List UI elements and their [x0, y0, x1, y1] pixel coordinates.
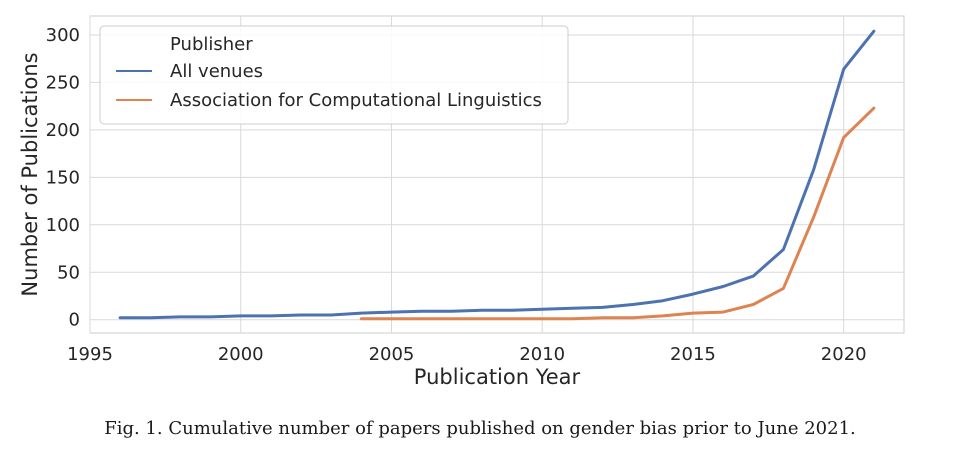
y-tick-label: 50: [57, 262, 80, 283]
y-tick-label: 300: [46, 25, 80, 46]
y-tick-labels: 0 50 100 150 200 250 300: [46, 25, 80, 331]
series-line-all-venues: [118, 29, 876, 320]
y-tick-label: 0: [69, 310, 80, 331]
legend-label-acl: Association for Computational Linguistic…: [170, 90, 542, 111]
series-lines: [118, 29, 876, 321]
x-tick-label: 2020: [821, 344, 867, 365]
x-axis-title: Publication Year: [414, 365, 581, 389]
y-tick-label: 250: [46, 72, 80, 93]
y-tick-label: 100: [46, 215, 80, 236]
legend: Publisher All venues Association for Com…: [99, 25, 569, 125]
x-tick-labels: 1995 2000 2005 2010 2015 2020: [67, 344, 867, 365]
y-tick-label: 150: [46, 167, 80, 188]
legend-label-all-venues: All venues: [170, 61, 263, 82]
series-line-acl: [359, 106, 876, 321]
y-axis-title: Number of Publications: [18, 52, 42, 296]
x-tick-label: 2015: [670, 344, 716, 365]
x-tick-label: 2005: [369, 344, 415, 365]
x-tick-label: 2000: [218, 344, 264, 365]
legend-box: [99, 25, 569, 125]
x-tick-label: 2010: [519, 344, 565, 365]
line-chart: 1995 2000 2005 2010 2015 2020 0 50 100 150 200 250…: [18, 15, 905, 389]
legend-title: Publisher: [170, 34, 253, 55]
figure-caption: Fig. 1. Cumulative number of papers publ…: [104, 418, 856, 439]
x-tick-label: 1995: [67, 344, 113, 365]
y-tick-label: 200: [46, 120, 80, 141]
